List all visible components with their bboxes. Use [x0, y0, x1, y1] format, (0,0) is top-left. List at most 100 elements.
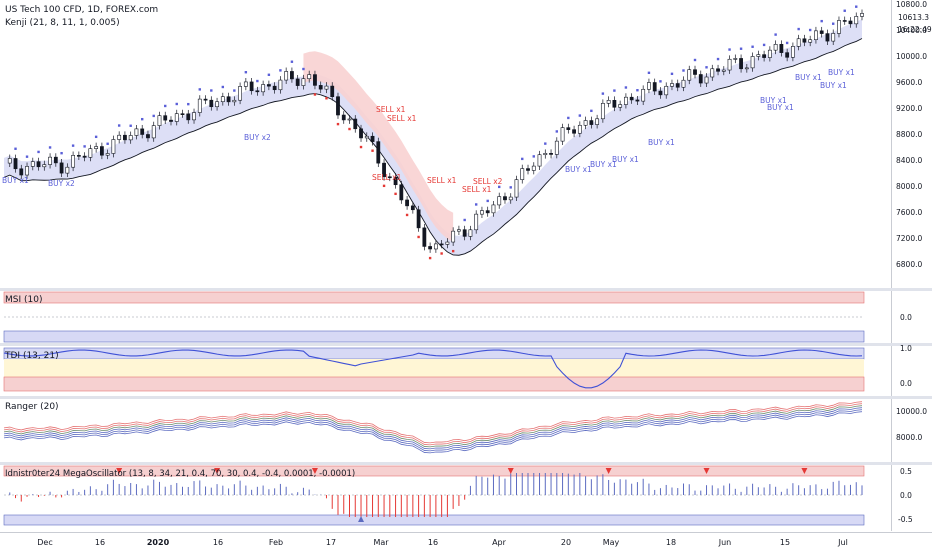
buy-marker — [544, 142, 547, 145]
buy-arrow — [358, 516, 365, 522]
buy-marker — [624, 86, 628, 89]
sell-arrow — [605, 468, 612, 474]
candle-body — [808, 39, 813, 43]
candle-body — [825, 33, 830, 42]
sell-marker — [336, 122, 340, 126]
sell-arrow — [507, 468, 514, 474]
candle-body — [336, 96, 340, 116]
buy-signal-label: BUY x2 — [48, 179, 75, 188]
buy-marker — [152, 114, 155, 118]
candle-body — [243, 81, 248, 87]
mega-axis[interactable] — [891, 465, 932, 531]
buy-marker — [567, 116, 570, 120]
buy-marker — [14, 147, 17, 150]
ranger-axis[interactable] — [891, 399, 932, 462]
buy-marker — [94, 135, 98, 139]
time-axis[interactable] — [0, 532, 932, 551]
buy-marker — [808, 28, 812, 32]
buy-marker — [509, 186, 512, 189]
sell-marker — [348, 127, 351, 131]
buy-marker — [613, 89, 616, 92]
candle-body — [750, 56, 755, 69]
candle-body — [549, 153, 553, 155]
candle-body — [19, 168, 24, 176]
price-tick: 8000.0 — [896, 181, 923, 191]
buy-signal-label: BUY x1 — [612, 155, 639, 164]
buy-marker — [233, 89, 236, 92]
tdi-chart — [3, 347, 865, 392]
candle-body — [313, 74, 317, 86]
candle-body — [618, 104, 623, 108]
time-tick: Feb — [268, 538, 284, 547]
buy-marker — [762, 43, 766, 47]
candle-body — [215, 101, 219, 108]
time-tick: Jul — [838, 538, 848, 547]
price-tick: 10400.0 — [896, 25, 928, 35]
price-tick: 10800.0 — [896, 0, 928, 9]
candle-body — [445, 241, 450, 245]
candle-body — [474, 213, 479, 231]
time-tick: Apr — [492, 538, 506, 547]
ranger-line — [3, 409, 863, 452]
buy-marker — [164, 104, 167, 108]
candle-body — [284, 71, 289, 81]
candle-body — [647, 82, 651, 90]
msi-title: MSI (10) — [5, 295, 43, 305]
buy-signal-label: BUY x1 — [565, 165, 592, 174]
candle-body — [382, 162, 386, 178]
ranger-title: Ranger (20) — [5, 402, 59, 412]
candle-body — [687, 69, 692, 81]
pane-separator[interactable] — [0, 396, 932, 399]
candle-body — [508, 196, 513, 201]
buy-signal-label: BUY x1 — [760, 96, 787, 105]
buy-marker — [498, 185, 501, 189]
candle-body — [480, 210, 484, 215]
price-axis[interactable] — [891, 0, 932, 288]
candle-body — [94, 146, 99, 149]
candle-body — [537, 154, 542, 167]
mega-tick-0: 0.0 — [900, 491, 912, 500]
pane-separator[interactable] — [0, 288, 932, 291]
candle-body — [42, 164, 47, 168]
candle-body — [272, 85, 277, 91]
candle-body — [658, 90, 663, 96]
candle-body — [203, 98, 208, 101]
candle-body — [497, 196, 502, 206]
sell-marker — [359, 145, 363, 149]
candle-body — [295, 78, 300, 86]
buy-marker — [555, 130, 559, 133]
buy-marker — [636, 89, 639, 92]
candle-body — [520, 168, 525, 180]
candle-body — [422, 227, 427, 247]
buy-marker — [659, 80, 662, 83]
buy-marker — [141, 117, 144, 121]
sell-marker — [325, 97, 328, 100]
msi-axis[interactable] — [891, 291, 932, 343]
tdi-axis[interactable] — [891, 346, 932, 396]
candle-body — [7, 158, 12, 164]
sell-signal-label: SELL x1 — [372, 173, 402, 182]
candle-body — [82, 155, 87, 158]
candle-body — [854, 16, 859, 25]
ranger-chart — [3, 401, 863, 454]
candle-body — [111, 139, 116, 154]
price-tick: 10000.0 — [896, 51, 928, 61]
candle-body — [140, 128, 145, 135]
candle-body — [842, 20, 847, 22]
price-tick: 9200.0 — [896, 103, 923, 113]
candle-body — [773, 43, 778, 51]
pane-separator[interactable] — [0, 343, 932, 346]
candle-body — [554, 140, 559, 155]
buy-marker — [175, 102, 178, 106]
candle-body — [693, 69, 697, 75]
candle-body — [756, 54, 761, 57]
pane-separator[interactable] — [0, 462, 932, 465]
candle-body — [796, 38, 801, 47]
candle-body — [318, 85, 323, 90]
candle-body — [727, 58, 732, 71]
candle-body — [226, 96, 231, 103]
candle-body — [134, 128, 139, 136]
kenji-band-red — [303, 51, 454, 242]
candle-body — [330, 85, 335, 97]
candle-body — [629, 96, 634, 101]
